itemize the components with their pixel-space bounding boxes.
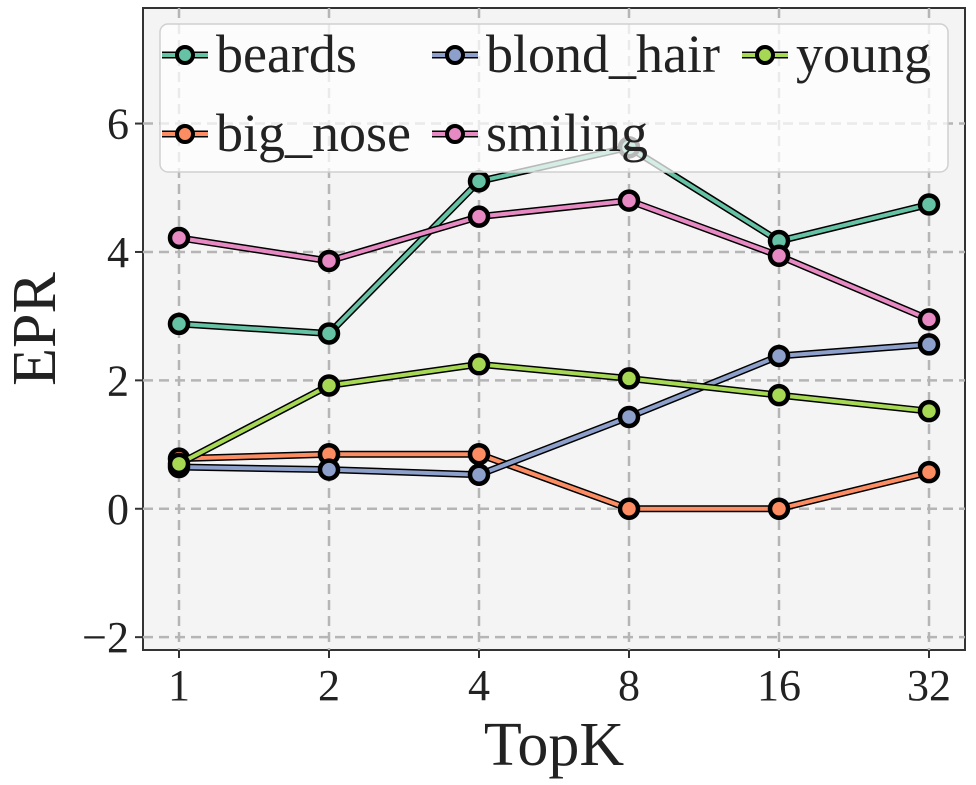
legend-label: blond_hair: [486, 24, 720, 84]
x-tick-label: 4: [468, 661, 490, 710]
data-point: [767, 244, 791, 268]
data-point: [167, 312, 191, 336]
y-tick-label: 2: [107, 356, 129, 405]
y-tick-label: 6: [107, 100, 129, 149]
series-smiling: [167, 189, 941, 331]
data-point: [767, 383, 791, 407]
x-axis-ticks: 1 2 4 8 16 32: [168, 650, 951, 710]
y-tick-label: −2: [82, 613, 129, 662]
legend-marker: [445, 45, 465, 65]
legend: beards blond_hair young big_nose smiling: [159, 23, 949, 173]
legend-marker: [445, 124, 465, 144]
legend-entry-young: young: [742, 24, 931, 84]
legend-label: young: [796, 24, 931, 84]
series-line: [178, 342, 930, 477]
data-point: [317, 322, 341, 345]
data-point: [317, 249, 341, 273]
legend-marker: [755, 45, 775, 65]
legend-marker: [175, 124, 195, 144]
x-axis-label: TopK: [484, 711, 625, 779]
series-blond-hair: [167, 333, 941, 486]
legend-label: beards: [216, 24, 357, 84]
data-point: [317, 458, 341, 481]
y-tick-label: 0: [107, 485, 129, 534]
data-point: [167, 226, 191, 250]
data-point: [467, 463, 491, 486]
legend-marker: [175, 45, 195, 65]
series-line: [178, 452, 930, 511]
legend-box: [159, 23, 949, 173]
series-young: [167, 353, 941, 476]
data-point: [467, 353, 491, 376]
y-axis-ticks: −2 0 2 4 6: [82, 100, 143, 662]
x-tick-label: 8: [618, 661, 640, 710]
legend-label: big_nose: [216, 103, 411, 163]
data-point: [917, 308, 941, 331]
data-point: [917, 460, 941, 484]
data-point: [617, 367, 641, 390]
series-line: [178, 198, 930, 322]
x-tick-label: 2: [318, 661, 340, 710]
legend-entry-big-nose: big_nose: [162, 103, 411, 163]
data-point: [467, 170, 491, 193]
data-point: [317, 374, 341, 397]
data-point: [167, 452, 191, 476]
legend-entry-beards: beards: [162, 24, 357, 84]
y-tick-label: 4: [107, 228, 129, 277]
data-point: [467, 205, 491, 228]
data-point: [617, 189, 641, 212]
legend-entry-blond-hair: blond_hair: [432, 24, 720, 84]
data-point: [767, 344, 791, 368]
data-point: [467, 442, 491, 466]
legend-label: smiling: [486, 103, 648, 163]
data-point: [917, 193, 941, 216]
data-point: [617, 405, 641, 429]
series-line: [178, 362, 930, 466]
x-tick-label: 1: [168, 661, 190, 710]
data-point: [767, 497, 791, 521]
x-tick-label: 16: [757, 661, 801, 710]
y-axis-label: EPR: [1, 272, 69, 386]
x-tick-label: 32: [907, 661, 951, 710]
data-point: [917, 399, 941, 423]
data-point: [617, 497, 641, 521]
data-point: [917, 333, 941, 356]
legend-entry-smiling: smiling: [432, 103, 648, 163]
